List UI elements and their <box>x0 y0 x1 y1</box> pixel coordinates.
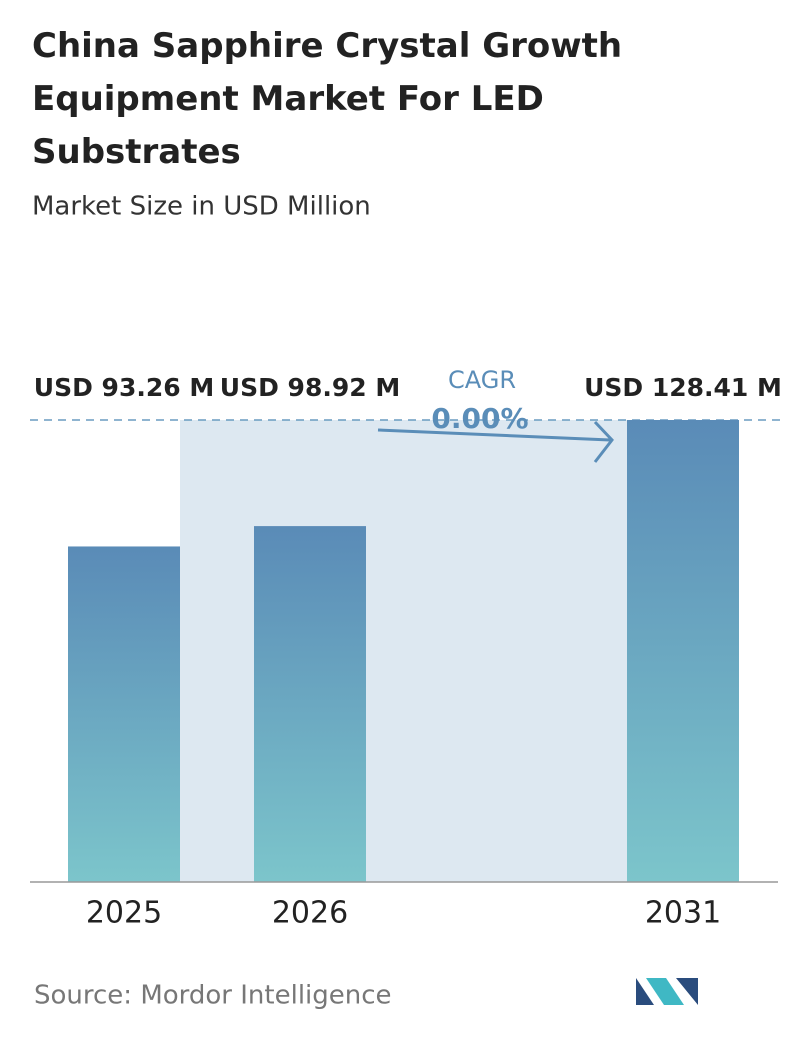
value-label: USD 98.92 M <box>220 373 400 402</box>
x-tick-label: 2025 <box>86 896 162 931</box>
bar <box>254 526 366 882</box>
chart-title: China Sapphire Crystal Growth Equipment M… <box>32 26 622 172</box>
chart-subtitle: Market Size in USD Million <box>32 192 371 222</box>
value-label: USD 128.41 M <box>584 373 782 402</box>
cagr-label: CAGR <box>448 366 516 394</box>
x-tick-label: 2031 <box>645 896 721 931</box>
value-label: USD 93.26 M <box>34 373 214 402</box>
x-tick-label: 2026 <box>272 896 348 931</box>
bar <box>627 420 739 882</box>
logo <box>636 978 698 1005</box>
cagr-arrow <box>377 420 614 463</box>
background-band <box>180 420 627 882</box>
source: Source: Mordor Intelligence <box>34 981 392 1011</box>
cagr-value: 0.00% <box>431 402 528 435</box>
bars <box>68 420 739 882</box>
bar <box>68 546 180 882</box>
